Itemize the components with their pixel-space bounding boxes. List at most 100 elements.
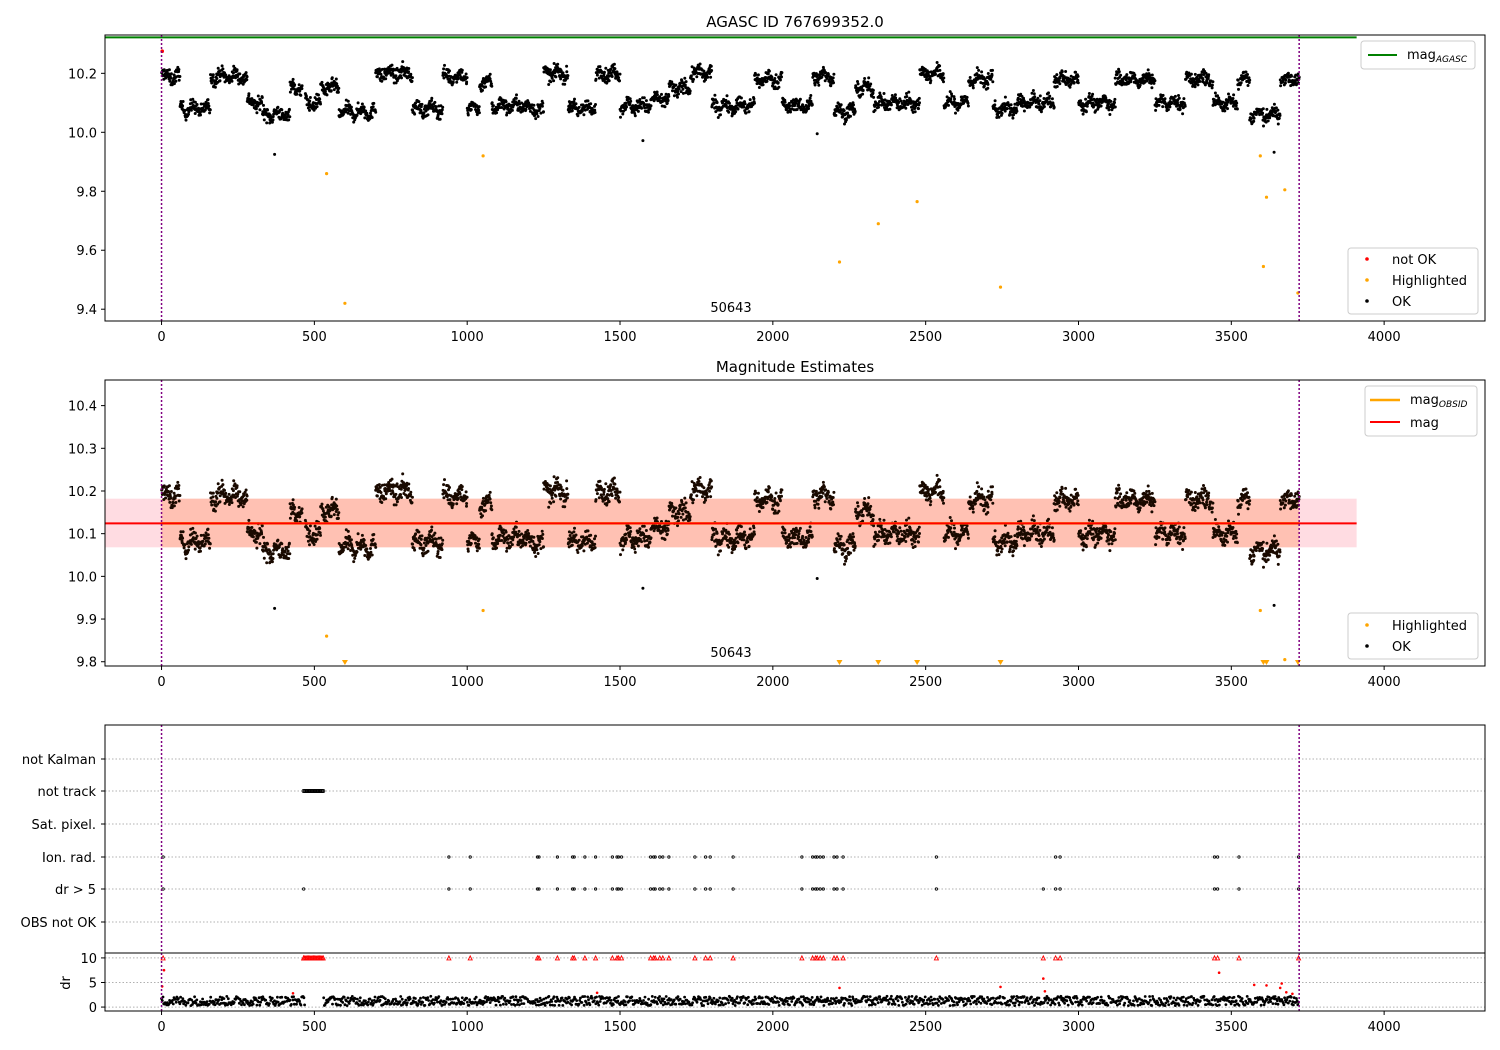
ok-point xyxy=(254,107,258,111)
ok-point xyxy=(1182,97,1186,101)
ok-point xyxy=(330,76,334,80)
ok-point xyxy=(1050,97,1054,101)
ok-point xyxy=(890,94,894,97)
ok-point xyxy=(770,75,774,79)
ok-point xyxy=(271,118,275,122)
ok-point xyxy=(610,494,614,498)
ok-point xyxy=(375,75,379,79)
ok-point xyxy=(638,98,642,101)
ok-point xyxy=(734,104,738,108)
ok-point xyxy=(727,101,731,105)
ok-point xyxy=(771,84,775,88)
ok-point xyxy=(211,491,215,495)
ok-point xyxy=(1210,86,1214,90)
ok-point xyxy=(1161,93,1165,97)
ok-point xyxy=(308,524,312,528)
ok-point xyxy=(448,77,452,81)
ok-point xyxy=(614,76,618,80)
ok-point xyxy=(903,103,907,107)
ok-point xyxy=(614,496,618,500)
ok-point xyxy=(224,73,228,77)
ok-point xyxy=(260,96,264,99)
ok-point xyxy=(417,530,421,534)
ok-point xyxy=(220,64,224,68)
ok-point xyxy=(335,508,339,511)
ok-point xyxy=(400,76,403,80)
ok-point xyxy=(878,100,881,103)
ok-point xyxy=(681,91,685,95)
ok-point xyxy=(371,105,375,109)
ok-point xyxy=(424,544,428,547)
ok-point xyxy=(593,546,597,550)
ok-point xyxy=(542,487,546,491)
ok-point xyxy=(672,94,676,98)
ok-point xyxy=(1173,94,1177,98)
ok-point xyxy=(628,526,632,530)
ok-point xyxy=(262,103,265,107)
ok-point xyxy=(206,527,210,531)
ok-point xyxy=(666,528,670,532)
ok-point xyxy=(410,495,414,499)
ok-point xyxy=(1239,81,1243,85)
ok-point xyxy=(334,77,338,81)
ok-point xyxy=(663,105,667,109)
ok-point xyxy=(679,90,683,94)
ok-point xyxy=(748,98,752,102)
ok-point xyxy=(547,505,551,509)
ok-point xyxy=(258,542,262,546)
ok-point xyxy=(1232,93,1236,97)
ok-point xyxy=(488,490,492,494)
ok-point xyxy=(795,108,799,111)
highlighted-point xyxy=(998,285,1003,289)
ok-point xyxy=(370,116,374,119)
ok-point xyxy=(371,537,375,541)
ok-point xyxy=(1030,91,1034,95)
ok-point xyxy=(604,482,608,486)
agasc-panel-title: AGASC ID 767699352.0 xyxy=(706,13,884,31)
ok-point xyxy=(235,484,239,488)
ok-point xyxy=(242,494,246,498)
ok-point xyxy=(273,152,277,156)
ok-point xyxy=(873,108,877,112)
ok-point xyxy=(247,518,251,522)
ok-point xyxy=(547,83,551,86)
ok-point xyxy=(594,77,598,81)
ok-point xyxy=(242,75,246,78)
ok-point xyxy=(466,549,470,553)
ok-point xyxy=(208,542,212,546)
ok-point xyxy=(346,111,350,115)
ok-point xyxy=(224,491,228,495)
ok-point xyxy=(621,112,625,116)
agasc-panel: AGASC ID 767699352.0 0 500 1000 1500 2000 250… xyxy=(68,13,1486,345)
ok-point xyxy=(169,490,173,493)
ok-point xyxy=(346,99,350,103)
ok-point xyxy=(356,101,360,105)
ok-point xyxy=(877,105,880,109)
ok-point xyxy=(514,525,518,529)
ok-point xyxy=(399,493,403,497)
ok-point xyxy=(380,501,384,504)
ok-point xyxy=(1261,111,1265,115)
ok-point xyxy=(433,531,437,535)
ok-point xyxy=(773,77,777,80)
ok-point xyxy=(308,99,312,103)
ok-point xyxy=(442,76,446,80)
ok-point xyxy=(671,514,674,518)
ok-point xyxy=(1033,95,1037,99)
ok-point xyxy=(364,109,368,113)
ok-point xyxy=(663,538,667,541)
ok-point xyxy=(465,495,469,499)
ok-point xyxy=(542,545,545,549)
ok-point xyxy=(1290,74,1293,78)
ok-point xyxy=(407,482,411,486)
ok-point xyxy=(832,81,835,85)
ok-point xyxy=(450,506,454,510)
ok-point xyxy=(329,514,333,518)
ok-point xyxy=(1091,101,1095,105)
ok-point xyxy=(401,472,405,476)
ok-point xyxy=(942,76,946,80)
ok-point xyxy=(844,118,848,122)
ok-point xyxy=(517,99,521,103)
ok-point xyxy=(1000,111,1004,115)
ok-point xyxy=(455,80,459,84)
